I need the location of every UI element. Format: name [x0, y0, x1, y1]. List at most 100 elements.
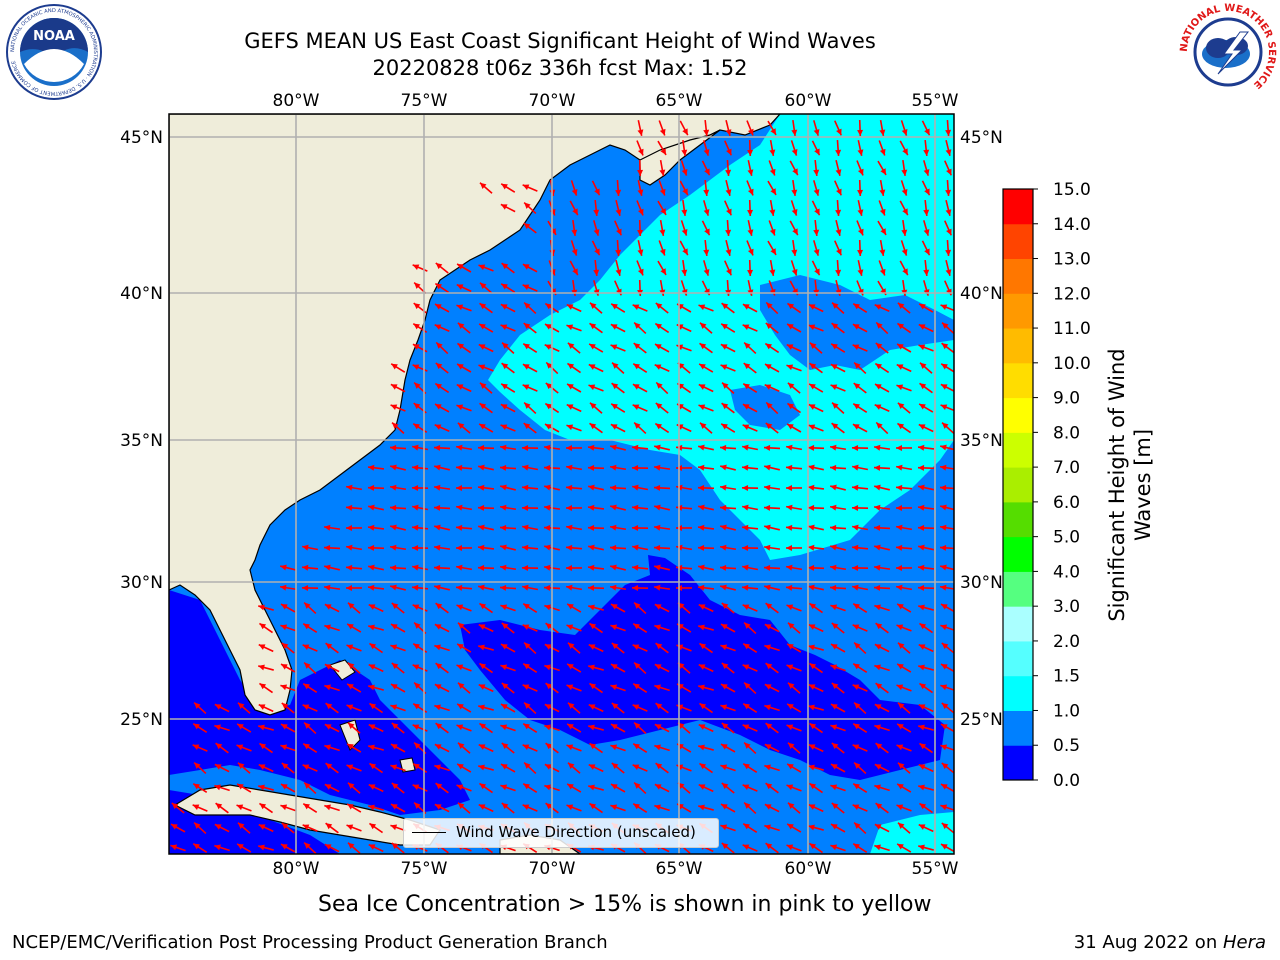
wave-direction-arrowhead — [787, 802, 795, 809]
wave-direction-arrowhead — [594, 248, 600, 256]
wave-direction-arrowhead — [281, 604, 288, 610]
wave-direction-arrowhead — [589, 683, 597, 690]
wave-direction-arrowhead — [546, 362, 553, 369]
wave-direction-arrowhead — [918, 764, 926, 770]
wave-direction-arrowhead — [940, 404, 948, 411]
wave-direction-arrowhead — [918, 324, 926, 330]
wave-direction-arrowhead — [413, 703, 420, 710]
wave-direction-arrowhead — [764, 824, 771, 831]
wave-direction-arrowhead — [566, 804, 574, 811]
wave-direction-arrowhead — [655, 763, 663, 770]
wave-direction-arrowhead — [808, 824, 815, 831]
wave-direction-arrowhead — [434, 684, 442, 690]
colorbar-swatch — [1003, 606, 1033, 642]
wave-direction-arrowhead — [875, 683, 883, 690]
wave-direction-arrowhead — [545, 303, 553, 310]
wave-direction-arrowhead — [791, 148, 798, 156]
wave-direction-arrowhead — [918, 564, 925, 571]
wave-direction-arrowhead — [456, 284, 464, 290]
land-bahamas — [329, 659, 416, 773]
wave-direction-arrowhead — [545, 683, 553, 690]
lat-tick-label: 40°N — [960, 284, 1003, 304]
wave-direction-arrowhead — [522, 264, 530, 270]
wave-direction-arrowhead — [632, 504, 639, 511]
wave-direction-arrowhead — [874, 824, 882, 830]
wave-direction-arrowhead — [611, 724, 618, 730]
wave-direction-arrowhead — [478, 544, 485, 551]
wave-direction-arrowhead — [610, 424, 618, 430]
wave-direction-arrowhead — [659, 188, 666, 196]
wave-direction-arrowhead — [720, 704, 728, 711]
wave-direction-arrowhead — [813, 189, 820, 196]
wave-direction-arrowhead — [808, 404, 816, 410]
wave-direction-arrowhead — [434, 644, 441, 651]
wave-direction-arrowhead — [918, 344, 926, 351]
lat-tick-label: 35°N — [120, 431, 163, 451]
wave-direction-arrowhead — [390, 544, 397, 551]
wave-direction-arrowhead — [852, 524, 859, 531]
wave-direction-arrowhead — [808, 424, 816, 431]
wave-direction-arrowhead — [237, 783, 244, 790]
wave-direction-arrowhead — [478, 644, 485, 651]
wave-direction-arrowhead — [414, 282, 421, 289]
wave-direction-arrowhead — [721, 684, 728, 690]
wave-direction-arrowhead — [769, 269, 776, 276]
colorbar-tick-label: 11.0 — [1053, 319, 1091, 339]
wave-direction-arrowhead — [764, 384, 772, 390]
wave-direction-arrowhead — [456, 584, 463, 591]
wave-direction-arrowhead — [765, 422, 773, 430]
wave-direction-arrowhead — [324, 664, 332, 670]
wave-direction-arrowhead — [479, 603, 487, 610]
wave-direction-arrowhead — [698, 504, 705, 511]
wave-direction-arrowhead — [857, 149, 864, 156]
colorbar-tick-label: 13.0 — [1053, 250, 1091, 270]
wave-direction-arrowhead — [897, 323, 905, 330]
wave-direction-arrowhead — [456, 724, 464, 731]
wave-direction-arrowhead — [720, 584, 727, 591]
wave-direction-arrowhead — [637, 229, 644, 236]
wave-direction-arrowhead — [940, 744, 948, 751]
wave-direction-arrowhead — [501, 622, 509, 630]
wave-direction-arrowhead — [941, 762, 949, 770]
wave-direction-arrowhead — [765, 783, 773, 790]
wave-direction-arrowhead — [632, 404, 640, 410]
wave-direction-arrowhead — [434, 324, 442, 330]
wave-direction-arrowhead — [769, 149, 776, 156]
wave-direction-arrowhead — [500, 204, 508, 210]
wave-direction-arrowhead — [550, 228, 556, 235]
wave-direction-arrowhead — [258, 704, 266, 710]
wave-direction-arrowhead — [720, 524, 727, 531]
wave-direction-arrowhead — [940, 624, 948, 631]
wave-direction-arrowhead — [566, 404, 574, 410]
wave-direction-arrowhead — [940, 504, 947, 511]
wave-direction-arrowhead — [786, 604, 794, 611]
wave-direction-arrowhead — [258, 784, 265, 791]
wave-direction-arrowhead — [544, 584, 551, 591]
wave-direction-arrowhead — [544, 344, 552, 350]
wave-direction-arrowhead — [634, 322, 641, 329]
wave-direction-arrowhead — [501, 183, 508, 190]
wave-direction-arrowhead — [808, 504, 815, 511]
chart-subtitle: 20220828 t06z 336h fcst Max: 1.52 — [372, 56, 748, 80]
colorbar-tick-label: 10.0 — [1053, 354, 1091, 374]
wave-direction-arrowhead — [720, 344, 728, 350]
wave-direction-arrowhead — [478, 584, 485, 591]
wave-direction-arrowhead — [766, 302, 773, 309]
wave-direction-arrowhead — [214, 824, 222, 830]
wave-direction-arrowhead — [880, 228, 886, 235]
wave-direction-arrowhead — [369, 703, 377, 710]
wave-direction-arrowhead — [874, 304, 882, 310]
wave-direction-arrowhead — [787, 643, 794, 650]
wave-direction-arrowhead — [786, 504, 793, 511]
wave-direction-arrowhead — [896, 565, 902, 571]
wave-direction-arrowhead — [304, 602, 311, 609]
wave-direction-arrowhead — [368, 584, 375, 591]
wave-direction-arrowhead — [654, 544, 661, 551]
wave-direction-arrowhead — [808, 484, 815, 491]
wave-direction-arrowhead — [831, 622, 839, 630]
wave-direction-arrowhead — [874, 444, 881, 451]
wave-direction-arrowhead — [896, 524, 903, 531]
wave-direction-arrowhead — [171, 802, 179, 810]
wave-direction-arrowhead — [698, 744, 705, 751]
wave-direction-arrowhead — [946, 228, 952, 236]
